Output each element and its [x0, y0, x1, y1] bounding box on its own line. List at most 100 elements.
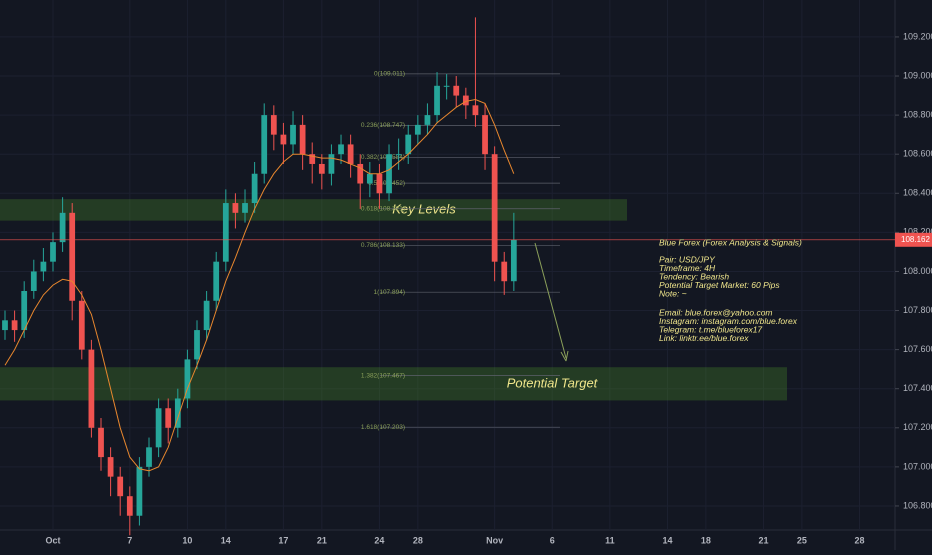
y-tick-label: 107.000	[903, 461, 932, 471]
candle-body	[405, 134, 412, 155]
candle-body	[318, 163, 325, 174]
candle-body	[386, 154, 392, 194]
candle-body	[434, 85, 440, 116]
candle-body	[222, 203, 229, 262]
x-tick-label: 24	[374, 535, 384, 545]
candle-body	[203, 300, 210, 331]
candle-body	[395, 154, 402, 156]
candle-body	[443, 85, 450, 87]
candle-body	[40, 261, 47, 272]
candle-body	[107, 457, 114, 477]
x-tick-label: Nov	[486, 535, 503, 545]
info-line: Potential Target Market: 60 Pips	[659, 280, 780, 290]
fib-label: 1.382(107.467)	[361, 372, 405, 379]
info-line: Instagram: instagram.com/blue.forex	[659, 316, 798, 326]
candle-body	[270, 115, 277, 135]
info-line: Blue Forex (Forex Analysis & Signals)	[659, 237, 802, 247]
info-line: Note: ~	[659, 289, 687, 299]
candle-body	[98, 427, 104, 458]
arrow	[534, 242, 567, 359]
x-tick-label: 28	[413, 535, 423, 545]
candle-body	[309, 154, 316, 164]
candle-body	[299, 124, 306, 155]
candle-body	[136, 466, 143, 516]
info-line: Telegram: t.me/blueforex17	[659, 324, 762, 334]
candle-body	[126, 496, 133, 516]
x-tick-label: 11	[605, 535, 615, 545]
candle-body	[280, 134, 287, 145]
candle-body	[357, 163, 364, 184]
y-tick-label: 108.200	[903, 227, 932, 237]
x-tick-label: 14	[221, 535, 231, 545]
y-tick-label: 107.400	[903, 383, 932, 393]
x-tick-label: 21	[317, 535, 327, 545]
candle-body	[155, 408, 162, 448]
x-tick-label: 10	[182, 535, 192, 545]
candle-body	[347, 144, 354, 164]
candle-body	[290, 124, 296, 145]
fib-label: 1(107.894)	[374, 289, 405, 296]
candle-body	[30, 271, 37, 291]
info-line: Tendency: Bearish	[659, 271, 729, 281]
candle-body	[472, 105, 479, 116]
last-price-label: 108.162	[901, 235, 930, 244]
y-tick-label: 108.600	[903, 149, 932, 159]
candle-body	[261, 115, 268, 174]
y-tick-label: 108.800	[903, 109, 932, 119]
info-line: Timeframe: 4H	[659, 263, 716, 273]
info-line: Pair: USD/JPY	[659, 254, 716, 264]
arrow-head	[560, 350, 569, 362]
candle-body	[78, 300, 85, 350]
x-tick-label: Oct	[45, 535, 60, 545]
y-tick-label: 106.800	[903, 500, 932, 510]
y-tick-label: 107.200	[903, 422, 932, 432]
zone	[0, 367, 787, 401]
candle-body	[482, 115, 488, 155]
fib-label: 0(109.011)	[374, 71, 405, 78]
candle-body	[165, 408, 172, 428]
candle-body	[69, 212, 76, 301]
info-line: Email: blue.forex@yahoo.com	[659, 307, 773, 317]
x-tick-label: 17	[278, 535, 288, 545]
x-tick-label: 18	[701, 535, 711, 545]
candle-body	[232, 203, 239, 213]
candle-body	[376, 173, 383, 194]
candle-body	[338, 144, 344, 155]
candle-body	[501, 261, 508, 282]
fib-label: 0.618(108.321)	[361, 205, 405, 212]
candle-body	[328, 154, 335, 174]
candle-body	[491, 154, 498, 262]
x-tick-label: 7	[127, 535, 132, 545]
fib-label: 0.236(108.747)	[361, 122, 405, 129]
candle-body	[146, 447, 152, 467]
moving-average	[4, 98, 515, 472]
candle-body	[213, 261, 220, 301]
candle-body	[453, 85, 460, 96]
candle-body	[242, 203, 248, 213]
candle-body	[194, 330, 200, 360]
x-tick-label: 14	[662, 535, 672, 545]
candle-body	[424, 115, 431, 125]
candle-body	[117, 476, 124, 497]
candle-body	[2, 320, 8, 331]
y-tick-label: 107.800	[903, 305, 932, 315]
candle-body	[59, 212, 66, 243]
fib-label: 0.382(108.584)	[361, 154, 405, 161]
candle-body	[462, 95, 469, 106]
zone-label: Potential Target	[507, 375, 599, 390]
fib-label: 0.786(108.133)	[361, 242, 405, 249]
candle-body	[88, 349, 95, 428]
y-tick-label: 109.200	[903, 31, 932, 41]
info-line: Link: linktr.ee/blue.forex	[659, 333, 749, 343]
candle-body	[174, 398, 181, 428]
candle-body	[11, 320, 18, 331]
x-tick-label: 25	[797, 535, 807, 545]
last-price-tag	[895, 232, 932, 247]
x-tick-label: 6	[550, 535, 555, 545]
y-tick-label: 108.400	[903, 188, 932, 198]
y-tick-label: 109.000	[903, 70, 932, 80]
candle-body	[510, 239, 517, 282]
y-tick-label: 107.600	[903, 344, 932, 354]
